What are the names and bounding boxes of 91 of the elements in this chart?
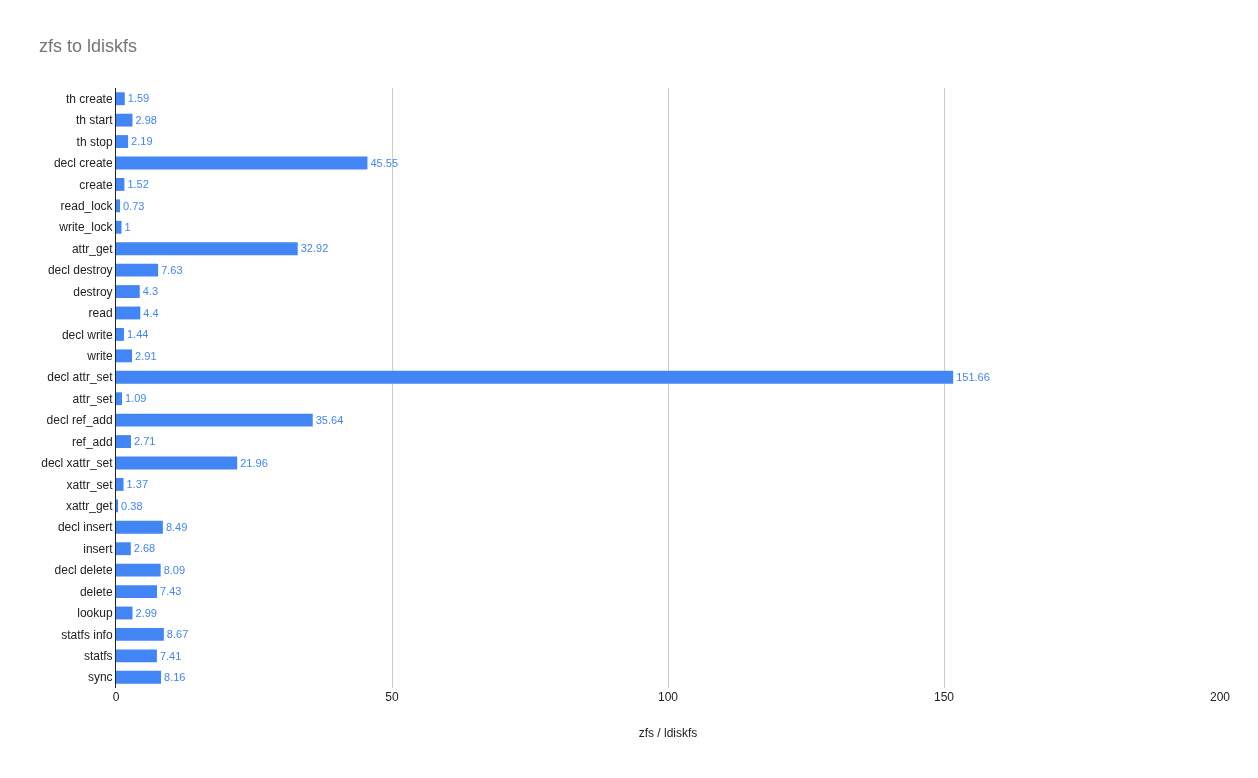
data-label: 0.38 <box>121 499 143 512</box>
y-tick-label: statfs <box>83 649 113 664</box>
bar <box>116 199 121 213</box>
x-tick-label: 200 <box>1209 690 1231 704</box>
data-label: 8.49 <box>165 520 188 533</box>
bar <box>116 478 124 491</box>
y-tick-label: sync <box>87 670 113 685</box>
data-label: 2.98 <box>135 113 157 126</box>
bar <box>116 113 133 127</box>
bar <box>116 606 133 620</box>
data-label: 2.91 <box>135 349 157 362</box>
y-tick-label: delete <box>79 584 113 599</box>
y-tick-label: decl insert <box>57 520 114 535</box>
data-label: 8.09 <box>163 563 186 576</box>
data-label: 2.19 <box>131 135 153 148</box>
bar <box>116 135 129 148</box>
data-label: 7.63 <box>161 263 183 276</box>
bar <box>116 306 141 320</box>
data-label: 1.09 <box>125 392 147 405</box>
data-label: 0.73 <box>123 199 145 212</box>
y-tick-label: decl ref_add <box>46 413 113 428</box>
bar <box>116 220 122 234</box>
data-label: 2.71 <box>133 435 156 448</box>
data-label: 151.66 <box>956 370 990 383</box>
bar <box>116 435 131 448</box>
bar <box>116 263 159 277</box>
bar <box>116 585 158 598</box>
data-label: 7.41 <box>159 649 182 662</box>
bar <box>116 178 125 191</box>
data-label: 2.99 <box>135 606 157 619</box>
data-label: 4.3 <box>142 285 159 298</box>
y-tick-label: decl delete <box>54 563 113 578</box>
y-tick-label: lookup <box>77 606 113 621</box>
y-tick-label: decl xattr_set <box>41 456 114 471</box>
bar <box>116 392 123 406</box>
y-tick-label: destroy <box>73 284 113 299</box>
data-label: 4.4 <box>143 306 159 319</box>
data-label: 8.67 <box>166 628 189 641</box>
x-tick-label: 150 <box>933 690 955 704</box>
bar <box>116 670 162 684</box>
data-label: 7.43 <box>160 585 182 598</box>
bar <box>116 285 140 298</box>
x-axis-title: zfs / ldiskfs <box>638 725 698 740</box>
bar <box>116 156 368 170</box>
bar <box>116 628 164 641</box>
bar <box>116 542 131 556</box>
y-tick-label: th stop <box>76 134 113 149</box>
bar <box>116 499 119 513</box>
bar <box>116 242 298 256</box>
data-label: 21.96 <box>240 456 268 469</box>
y-tick-label: create <box>79 177 113 192</box>
x-tick-label: 0 <box>112 690 120 704</box>
y-tick-label: insert <box>83 541 114 556</box>
bar <box>116 520 163 534</box>
bar <box>116 456 238 470</box>
y-tick-label: ref_add <box>71 434 113 449</box>
bar <box>116 370 954 384</box>
data-label: 2.68 <box>133 542 156 555</box>
y-tick-label: xattr_get <box>65 499 114 514</box>
bar <box>116 328 124 341</box>
y-tick-label: read <box>88 306 113 321</box>
data-label: 1.44 <box>126 328 149 341</box>
y-tick-label: decl destroy <box>47 263 113 278</box>
x-tick-label: 100 <box>657 690 679 704</box>
bar <box>116 649 157 663</box>
y-tick-label: write_lock <box>58 220 114 235</box>
y-tick-label: xattr_set <box>66 477 114 492</box>
data-label: 45.55 <box>370 156 399 169</box>
y-tick-label: decl create <box>53 156 113 171</box>
y-tick-label: th create <box>65 91 113 106</box>
bar <box>116 92 125 106</box>
bar <box>116 563 161 577</box>
x-tick-label: 50 <box>385 690 399 704</box>
y-tick-label: attr_get <box>71 241 114 256</box>
data-label: 35.64 <box>315 413 344 426</box>
data-label: 1 <box>124 220 131 233</box>
y-tick-label: statfs info <box>61 627 113 642</box>
y-tick-label: attr_set <box>72 391 114 406</box>
y-tick-label: th start <box>75 113 114 128</box>
data-label: 8.16 <box>164 670 186 683</box>
y-tick-label: write <box>86 349 113 364</box>
y-tick-label: decl write <box>61 327 113 342</box>
y-tick-label: read_lock <box>60 199 114 214</box>
chart-title: zfs to ldiskfs <box>39 35 138 56</box>
data-label: 1.59 <box>127 92 150 105</box>
bar <box>116 413 313 427</box>
data-label: 1.52 <box>127 178 149 191</box>
y-tick-label: decl attr_set <box>47 370 114 385</box>
data-label: 32.92 <box>300 242 329 255</box>
bar <box>116 349 133 363</box>
data-label: 1.37 <box>126 478 149 491</box>
